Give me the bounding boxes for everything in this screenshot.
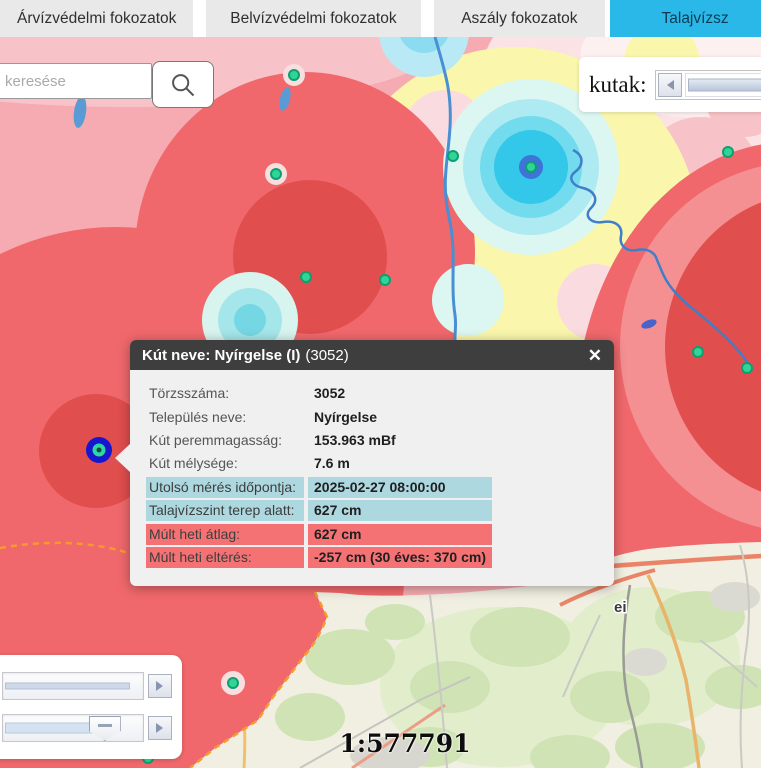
row-label: Település neve: — [146, 407, 304, 428]
time-slider-handle[interactable] — [89, 716, 121, 741]
well-marker[interactable] — [289, 70, 299, 80]
well-marker[interactable] — [742, 363, 752, 373]
row-value: 2025-02-27 08:00:00 — [308, 477, 492, 498]
slider-row-bottom — [2, 713, 172, 743]
row-value: 153.963 mBf — [308, 430, 402, 451]
row-label: Múlt heti eltérés: — [146, 547, 304, 568]
popup-title: Kút neve: Nyírgelse (I) — [142, 347, 300, 364]
well-marker[interactable] — [228, 678, 238, 688]
popup-row: Utolsó mérés időpontja: 2025-02-27 08:00… — [146, 476, 614, 499]
row-value: 7.6 m — [308, 453, 356, 474]
time-slider-track[interactable] — [2, 714, 144, 742]
map-scale-label: 1:577791 — [290, 729, 520, 758]
well-marker[interactable] — [301, 272, 311, 282]
slider-right-button[interactable] — [148, 716, 172, 740]
map-place-label: ei — [614, 599, 627, 616]
scroll-left-button[interactable] — [658, 73, 682, 97]
popup-row: Múlt heti eltérés: -257 cm (30 éves: 370… — [146, 546, 614, 569]
row-label: Utolsó mérés időpontja: — [146, 477, 304, 498]
row-label: Kút peremmagasság: — [146, 430, 304, 451]
handle-grip-icon — [98, 724, 112, 727]
row-label: Kút mélysége: — [146, 453, 304, 474]
slider-row-top — [2, 671, 172, 701]
right-arrow-icon — [156, 723, 168, 733]
slider-right-button[interactable] — [148, 674, 172, 698]
popup-row: Talajvízszint terep alatt: 627 cm — [146, 499, 614, 522]
wells-range-track[interactable] — [685, 73, 761, 97]
tab-arvizvedelmi[interactable]: Árvízvédelmi fokozatok — [0, 0, 193, 37]
opacity-slider-bar[interactable] — [5, 683, 130, 690]
popup-row: Kút mélysége: 7.6 m — [146, 452, 614, 475]
wells-control-panel: kutak: — [579, 57, 761, 112]
close-icon[interactable]: ✕ — [588, 347, 602, 364]
opacity-slider-track[interactable] — [2, 672, 144, 700]
row-label: Törzsszáma: — [146, 383, 304, 404]
row-value: 627 cm — [308, 524, 492, 545]
well-marker-center[interactable] — [526, 162, 536, 172]
tab-belvizvedelmi[interactable]: Belvízvédelmi fokozatok — [206, 0, 420, 37]
search-button[interactable] — [152, 61, 214, 108]
popup-title-suffix: (3052) — [305, 347, 348, 364]
search-icon — [169, 71, 197, 99]
row-value: Nyírgelse — [308, 407, 383, 428]
tab-aszaly[interactable]: Aszály fokozatok — [434, 0, 606, 37]
well-info-popup: Kút neve: Nyírgelse (I) (3052) ✕ Törzssz… — [130, 340, 614, 586]
tab-bar: Árvízvédelmi fokozatok Belvízvédelmi fok… — [0, 0, 761, 37]
popup-row: Kút peremmagasság: 153.963 mBf — [146, 429, 614, 452]
popup-pointer — [115, 444, 130, 472]
tab-talajvizszint[interactable]: Talajvízsz — [610, 0, 761, 37]
selected-well-marker[interactable] — [86, 437, 112, 463]
search-input[interactable] — [0, 63, 152, 99]
row-value: -257 cm (30 éves: 370 cm) — [308, 547, 492, 568]
well-marker[interactable] — [693, 347, 703, 357]
popup-row: Település neve: Nyírgelse — [146, 405, 614, 428]
wells-range-scrollbar[interactable] — [655, 70, 761, 100]
row-value: 627 cm — [308, 500, 492, 521]
well-marker[interactable] — [380, 275, 390, 285]
layer-slider-panel — [0, 655, 182, 759]
popup-header: Kút neve: Nyírgelse (I) (3052) ✕ — [130, 340, 614, 370]
left-arrow-icon — [662, 80, 674, 90]
popup-row: Törzsszáma: 3052 — [146, 382, 614, 405]
row-label: Múlt heti átlag: — [146, 524, 304, 545]
row-value: 3052 — [308, 383, 351, 404]
well-marker[interactable] — [271, 169, 281, 179]
well-marker[interactable] — [448, 151, 458, 161]
right-arrow-icon — [156, 681, 168, 691]
popup-row: Múlt heti átlag: 627 cm — [146, 522, 614, 545]
wells-control-label: kutak: — [589, 72, 647, 98]
well-marker[interactable] — [723, 147, 733, 157]
popup-body: Törzsszáma: 3052 Település neve: Nyírgel… — [130, 370, 614, 569]
row-label: Talajvízszint terep alatt: — [146, 500, 304, 521]
wells-range-thumb[interactable] — [688, 78, 761, 91]
